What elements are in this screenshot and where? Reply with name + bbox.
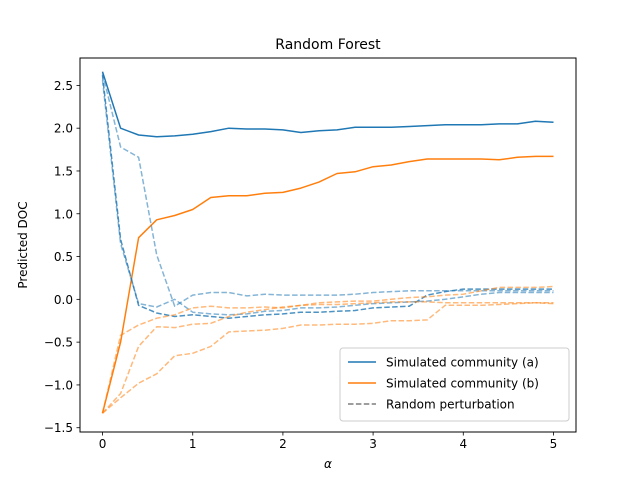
series-layer — [101, 71, 554, 414]
perturbation-line-5 — [101, 285, 554, 414]
y-tick-label: 2.5 — [54, 79, 73, 93]
x-tick-label: 3 — [369, 437, 377, 451]
legend: Simulated community (a) Simulated communi… — [339, 347, 570, 422]
y-tick-label: −1.5 — [44, 421, 73, 435]
perturbation-line-7 — [102, 302, 554, 414]
legend-box — [339, 347, 570, 422]
y-axis: −1.5 −1.0 −0.5 0.0 0.5 1.0 1.5 2.0 2.5 — [44, 79, 80, 435]
y-axis-label: Predicted DOC — [16, 201, 30, 288]
x-tick-label: 4 — [459, 437, 467, 451]
plot-frame — [79, 57, 577, 433]
chart-title: Random Forest — [275, 37, 381, 53]
y-tick-label: 0.5 — [54, 250, 73, 264]
x-tick-label: 5 — [550, 437, 558, 451]
x-tick-label: 0 — [99, 437, 107, 451]
perturbation-line-3 — [101, 80, 554, 316]
legend-label: Simulated community (b) — [386, 377, 539, 391]
y-tick-label: 2.0 — [54, 122, 73, 136]
legend-label: Random perturbation — [386, 398, 515, 412]
x-tick-label: 2 — [279, 437, 287, 451]
y-tick-label: −1.0 — [44, 378, 73, 392]
x-tick-label: 1 — [189, 437, 197, 451]
x-axis: 0 1 2 3 4 5 — [99, 432, 558, 451]
perturbation-line-6 — [101, 301, 554, 414]
y-tick-label: 1.5 — [54, 164, 73, 178]
legend-label: Simulated community (a) — [386, 356, 539, 370]
y-tick-label: 1.0 — [54, 207, 73, 221]
series-line-1 — [101, 155, 554, 414]
x-axis-label: α — [324, 457, 332, 471]
series-line-0 — [101, 71, 554, 138]
y-tick-label: 0.0 — [54, 293, 73, 307]
perturbation-line-4 — [101, 75, 554, 319]
y-tick-label: −0.5 — [44, 336, 73, 350]
